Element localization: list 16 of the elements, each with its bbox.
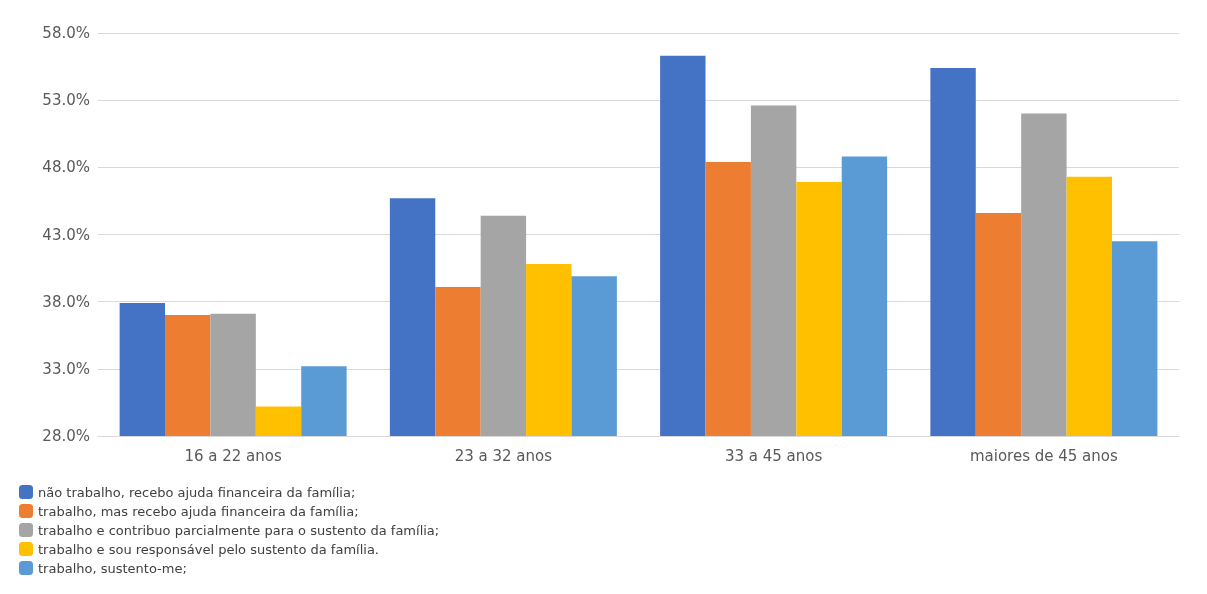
legend-label: trabalho e contribuo parcialmente para o sustento da família; bbox=[38, 522, 440, 538]
y-tick-label: 38.0% bbox=[42, 292, 90, 311]
legend-label: trabalho e sou responsável pelo sustento da família. bbox=[38, 541, 379, 557]
y-tick-label: 33.0% bbox=[42, 359, 90, 378]
legend-label: trabalho, mas recebo ajuda financeira da família; bbox=[38, 503, 359, 519]
legend-label: não trabalho, recebo ajuda financeira da família; bbox=[38, 484, 356, 500]
y-tick-label: 58.0% bbox=[42, 24, 90, 42]
legend-label: trabalho, sustento-me; bbox=[38, 560, 187, 576]
x-tick-label: 33 a 45 anos bbox=[724, 446, 823, 465]
x-tick-label: maiores de 45 anos bbox=[969, 446, 1118, 465]
y-tick-label: 28.0% bbox=[42, 427, 90, 445]
x-tick-label: 16 a 22 anos bbox=[184, 446, 282, 465]
x-tick-label: 23 a 32 anos bbox=[454, 446, 553, 465]
y-tick-label: 53.0% bbox=[42, 91, 90, 110]
y-tick-label: 43.0% bbox=[42, 225, 90, 244]
y-tick-label: 48.0% bbox=[42, 158, 90, 177]
